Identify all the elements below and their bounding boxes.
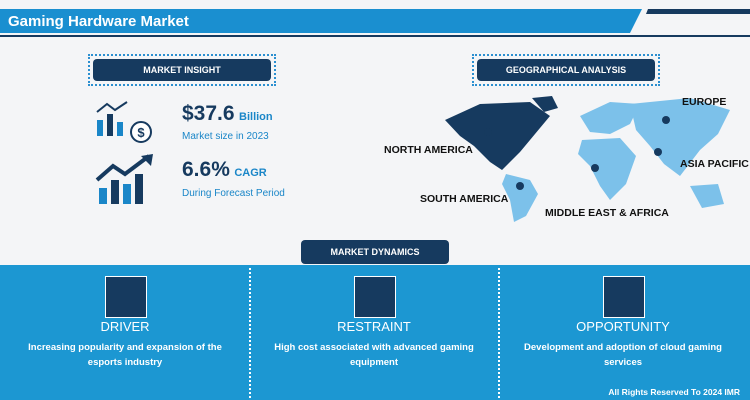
dynamics-heading: MARKET DYNAMICS	[301, 240, 449, 264]
opportunity-card: OPPORTUNITY Development and adoption of …	[500, 267, 746, 400]
cagr-caption: During Forecast Period	[182, 188, 285, 199]
card-title: RESTRAINT	[337, 319, 411, 334]
divider	[498, 268, 500, 398]
card-text: Development and adoption of cloud gaming…	[524, 342, 722, 368]
svg-text:$: $	[137, 125, 145, 140]
insight-icons: $	[95, 101, 153, 204]
card-title: OPPORTUNITY	[576, 319, 670, 334]
card-text: Increasing popularity and expansion of t…	[28, 342, 222, 368]
driver-card: DRIVER Increasing popularity and expansi…	[2, 267, 248, 400]
title: Gaming Hardware Market	[8, 13, 189, 30]
insight-heading-frame: MARKET INSIGHT	[88, 54, 276, 86]
region-label: EUROPE	[682, 96, 727, 108]
driver-icon	[105, 276, 147, 318]
market-size: $37.6 Billion	[182, 102, 273, 126]
market-size-unit: Billion	[239, 111, 273, 123]
geo-heading-frame: GEOGRAPHICAL ANALYSIS	[472, 54, 660, 86]
world-map	[445, 96, 730, 222]
cagr: 6.6% CAGR	[182, 158, 267, 182]
divider	[249, 268, 251, 398]
region-label: MIDDLE EAST & AFRICA	[545, 207, 669, 219]
geo-heading: GEOGRAPHICAL ANALYSIS	[477, 59, 655, 81]
cagr-value: 6.6%	[182, 158, 230, 181]
restraint-icon	[354, 276, 396, 318]
title-bar	[0, 9, 750, 37]
region-label: NORTH AMERICA	[384, 144, 473, 156]
opportunity-icon	[603, 276, 645, 318]
insight-heading: MARKET INSIGHT	[93, 59, 271, 81]
market-size-value: $37.6	[182, 102, 235, 125]
region-label: ASIA PACIFIC	[680, 158, 749, 170]
card-title: DRIVER	[100, 319, 150, 334]
cagr-unit: CAGR	[234, 167, 267, 179]
copyright: All Rights Reserved To 2024 IMR	[608, 387, 740, 397]
restraint-card: RESTRAINT High cost associated with adva…	[251, 267, 497, 400]
region-label: SOUTH AMERICA	[420, 193, 509, 205]
card-text: High cost associated with advanced gamin…	[274, 342, 474, 368]
market-size-caption: Market size in 2023	[182, 131, 269, 142]
